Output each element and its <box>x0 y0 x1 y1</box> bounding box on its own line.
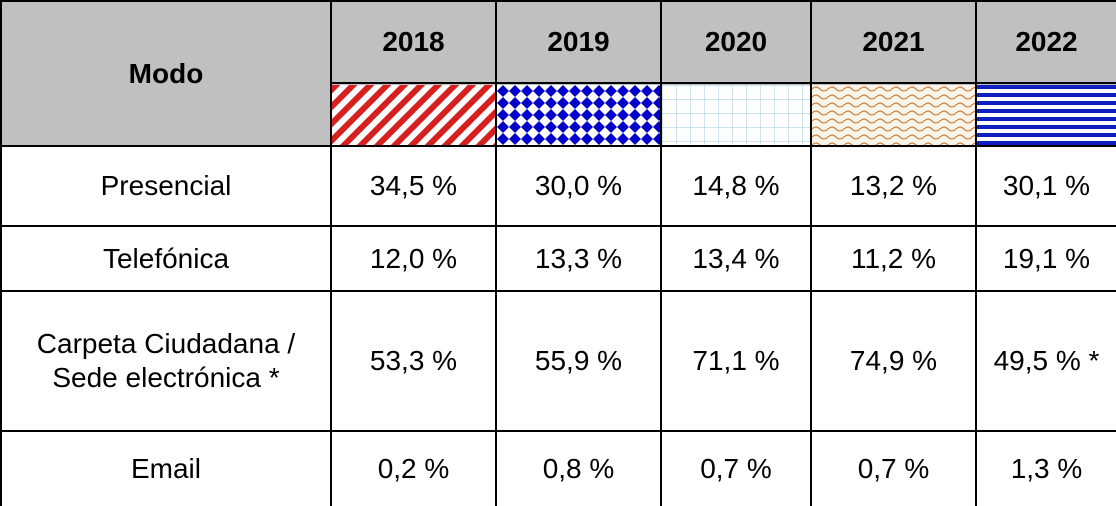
value-cell: 19,1 % <box>975 225 1116 292</box>
pattern-cell <box>810 82 977 147</box>
value-cell: 0,8 % <box>495 430 662 506</box>
value-cell: 74,9 % <box>810 290 977 432</box>
pattern-cell <box>330 82 497 147</box>
pattern-cell <box>660 82 812 147</box>
pattern-row <box>1 82 1116 147</box>
value-cell: 30,1 % <box>975 145 1116 227</box>
table-row: Carpeta Ciudadana / Sede electrónica * 53… <box>0 290 1116 432</box>
table-row: Email 0,2 % 0,8 % 0,7 % 0,7 % 1,3 % <box>0 430 1116 506</box>
value-cell: 34,5 % <box>330 145 497 227</box>
value-cell: 13,4 % <box>660 225 812 292</box>
value-cell: 53,3 % <box>330 290 497 432</box>
value-cell: 1,3 % <box>975 430 1116 506</box>
row-label: Email <box>0 430 332 506</box>
value-cell: 13,3 % <box>495 225 662 292</box>
pattern-cell <box>495 82 662 147</box>
value-cell: 71,1 % <box>660 290 812 432</box>
value-cell: 13,2 % <box>810 145 977 227</box>
header-cell: 2022 <box>975 0 1116 84</box>
row-label: Telefónica <box>0 225 332 292</box>
value-cell: 14,8 % <box>660 145 812 227</box>
value-cell: 49,5 % * <box>975 290 1116 432</box>
table-row: Telefónica 12,0 % 13,3 % 13,4 % 11,2 % 19,1 % <box>0 225 1116 292</box>
row-label: Presencial <box>0 145 332 227</box>
header-cell: 2018 <box>330 0 497 84</box>
value-cell: 30,0 % <box>495 145 662 227</box>
value-cell: 11,2 % <box>810 225 977 292</box>
pattern-cell <box>975 82 1116 147</box>
pattern-swatch <box>663 85 809 144</box>
header-cell: 2020 <box>660 0 812 84</box>
value-cell: 0,7 % <box>660 430 812 506</box>
table-body: Presencial 34,5 % 30,0 % 14,8 % 13,2 % 30,1 %… <box>0 145 1116 506</box>
header-row: Modo 2018 2019 2020 2021 2022 <box>0 0 1116 147</box>
header-cell: 2019 <box>495 0 662 84</box>
header-cell: Modo <box>0 0 332 147</box>
value-cell: 55,9 % <box>495 290 662 432</box>
value-cell: 12,0 % <box>330 225 497 292</box>
pattern-swatch <box>978 85 1115 144</box>
pattern-swatch <box>333 85 494 144</box>
value-cell: 0,7 % <box>810 430 977 506</box>
table-row: Presencial 34,5 % 30,0 % 14,8 % 13,2 % 30,1 % <box>0 145 1116 227</box>
value-cell: 0,2 % <box>330 430 497 506</box>
row-label: Carpeta Ciudadana / Sede electrónica * <box>0 290 332 432</box>
header-cell: 2021 <box>810 0 977 84</box>
pattern-swatch <box>813 85 974 144</box>
pattern-swatch <box>498 85 659 144</box>
